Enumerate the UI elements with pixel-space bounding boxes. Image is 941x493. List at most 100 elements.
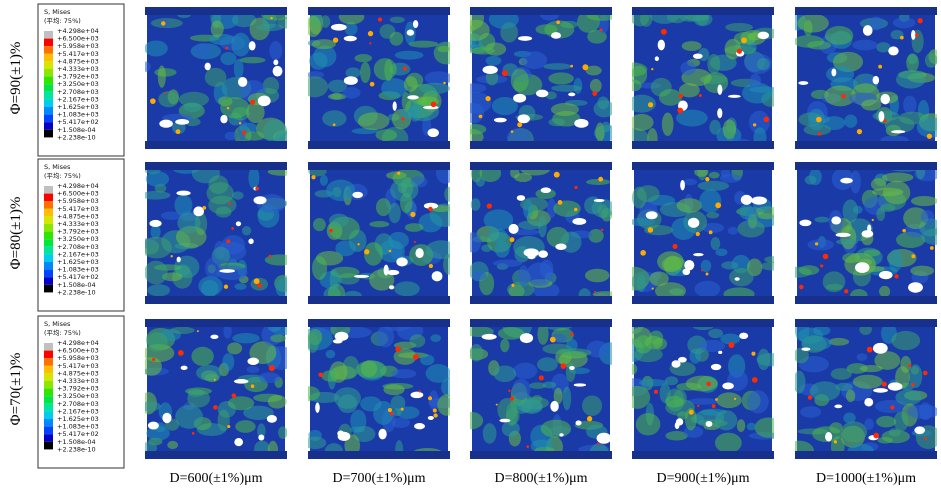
- stress-hotspot: [894, 274, 899, 279]
- stress-region: [201, 279, 219, 298]
- legend-color: [44, 99, 53, 107]
- pore: [180, 365, 188, 371]
- stress-region: [764, 256, 774, 263]
- stress-region: [709, 119, 721, 135]
- stress-region: [170, 326, 195, 334]
- pore: [410, 391, 424, 399]
- stress-region: [220, 52, 237, 66]
- stress-region: [227, 396, 255, 411]
- pore: [914, 426, 926, 435]
- stress-hotspot: [816, 116, 822, 123]
- bottom-plate: [470, 141, 612, 149]
- stress-region: [593, 100, 612, 118]
- pore: [861, 230, 874, 238]
- stress-region: [409, 334, 426, 348]
- stress-region: [145, 61, 151, 72]
- pore: [645, 211, 658, 220]
- pore: [210, 334, 219, 340]
- pore: [751, 196, 767, 205]
- stress-region: [846, 363, 868, 374]
- stress-region: [632, 79, 642, 92]
- bottom-plate: [470, 296, 612, 304]
- stress-hotspot: [651, 287, 654, 290]
- stress-hotspot: [678, 93, 683, 99]
- pore: [253, 196, 267, 205]
- stress-hotspot: [403, 66, 407, 71]
- stress-region: [585, 65, 602, 76]
- stress-region: [881, 172, 914, 183]
- stress-region: [158, 91, 179, 108]
- stress-region: [326, 179, 356, 202]
- legend: S, Mises(平均: 75%)+4.298e+04+6.500e+03+5.…: [37, 158, 125, 312]
- row-label: Φ=80(±1)%: [8, 197, 24, 270]
- pore: [825, 431, 833, 442]
- stress-region: [381, 78, 408, 99]
- stress-region: [638, 379, 668, 387]
- legend-color: [44, 84, 53, 92]
- stress-region: [175, 404, 204, 429]
- stress-hotspot: [574, 185, 578, 189]
- legend-title: S, Mises: [44, 8, 71, 16]
- stress-hotspot: [170, 255, 173, 258]
- stress-region: [861, 99, 882, 111]
- legend-subtitle: (平均: 75%): [44, 16, 81, 25]
- pore: [734, 277, 740, 281]
- stress-region: [706, 212, 720, 219]
- pore: [878, 111, 885, 123]
- pore: [414, 423, 425, 430]
- stress-hotspot: [238, 122, 242, 125]
- stress-region: [400, 108, 416, 119]
- pore: [671, 360, 681, 368]
- stress-region: [390, 178, 419, 202]
- stress-region: [888, 249, 903, 272]
- stress-hotspot: [177, 350, 184, 356]
- stress-hotspot: [227, 424, 231, 429]
- legend-value: +5.417e+02: [57, 430, 99, 438]
- stress-region: [747, 390, 769, 414]
- stress-hotspot: [706, 381, 711, 387]
- stress-region: [835, 238, 859, 245]
- pore: [431, 271, 443, 282]
- legend-color: [44, 91, 53, 100]
- legend-color: [44, 107, 53, 115]
- stress-hotspot: [526, 445, 529, 448]
- pore: [687, 217, 700, 228]
- stress-region: [408, 40, 439, 48]
- legend-value: +6.500e+03: [57, 35, 99, 43]
- stress-region: [840, 421, 868, 443]
- legend-value: +2.708e+03: [57, 243, 99, 251]
- stress-region: [636, 274, 646, 292]
- pore: [337, 431, 351, 442]
- pore: [508, 223, 519, 234]
- stress-hotspot: [401, 117, 405, 121]
- stress-region: [147, 284, 171, 297]
- stress-region: [259, 372, 280, 384]
- top-plate: [145, 7, 287, 15]
- stress-hotspot: [400, 407, 404, 411]
- stress-region: [812, 325, 831, 336]
- pore: [258, 434, 265, 441]
- stress-region: [852, 374, 883, 389]
- pore: [717, 84, 723, 95]
- pore: [513, 93, 527, 103]
- stress-region: [748, 110, 770, 134]
- pore: [891, 130, 906, 134]
- pore: [527, 253, 536, 260]
- stress-region: [654, 282, 686, 300]
- pore: [248, 238, 254, 245]
- stress-hotspot: [270, 16, 273, 20]
- stress-hotspot: [418, 390, 421, 393]
- stress-hotspot: [213, 378, 216, 381]
- stress-region: [649, 271, 669, 286]
- pore: [247, 357, 259, 366]
- top-plate: [470, 162, 612, 170]
- stress-hotspot: [582, 64, 589, 71]
- stress-region: [895, 70, 926, 89]
- stress-hotspot: [573, 207, 578, 212]
- stress-hotspot: [255, 186, 259, 191]
- pore: [423, 105, 439, 110]
- stress-hotspot: [881, 381, 887, 387]
- stress-region: [809, 381, 841, 402]
- stress-hotspot: [866, 346, 873, 353]
- legend-value: +2.238e-10: [57, 288, 96, 296]
